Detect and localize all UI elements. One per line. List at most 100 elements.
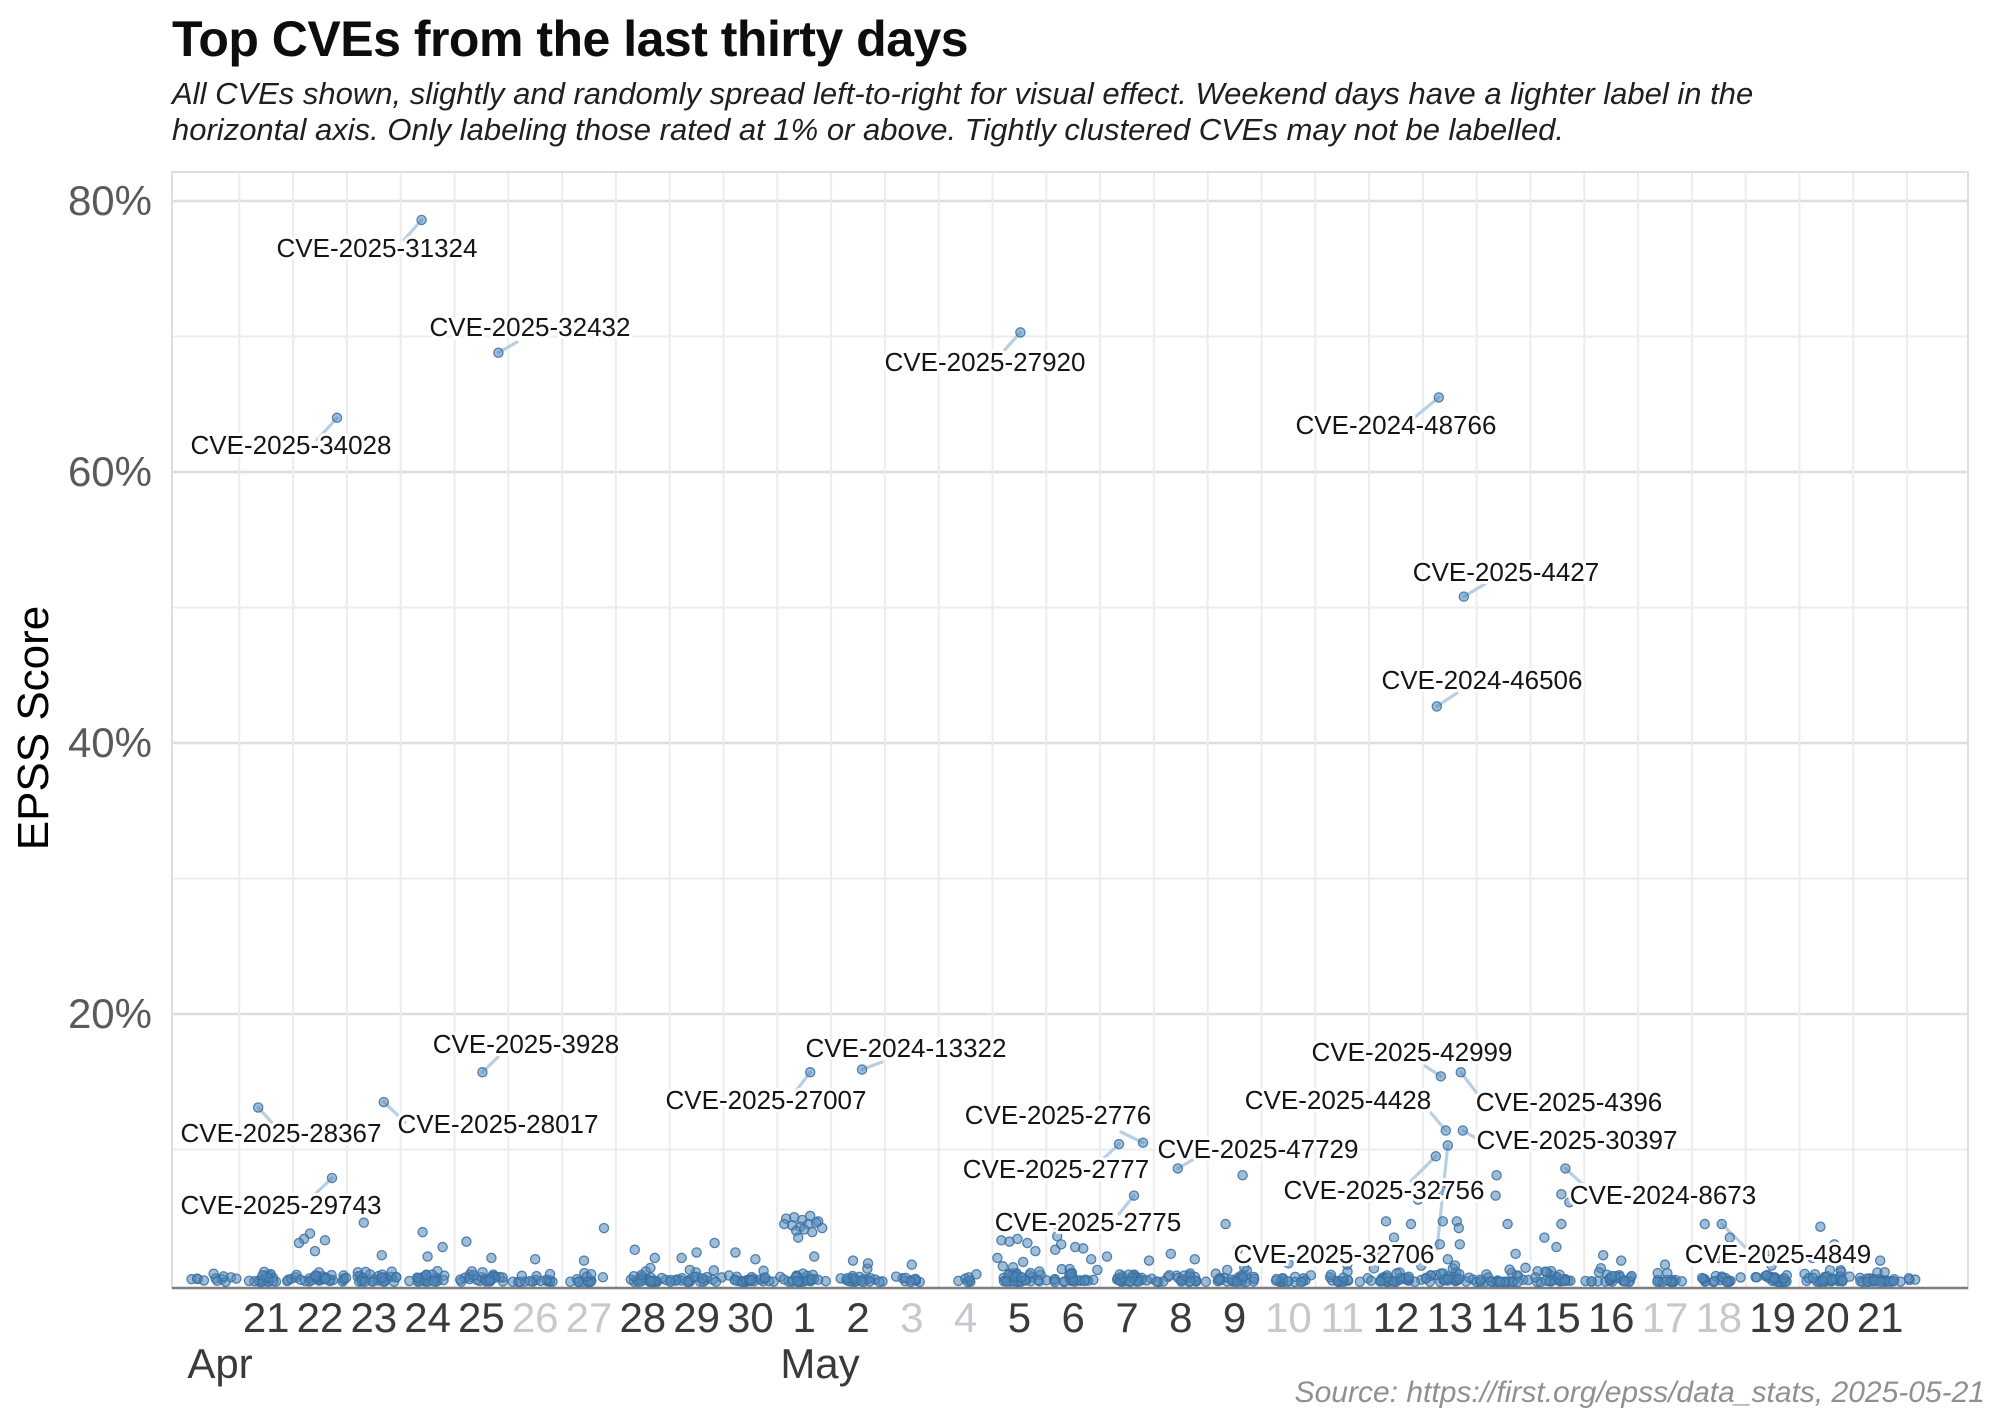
data-point — [1372, 1249, 1384, 1261]
x-tick-label: 28 — [619, 1294, 666, 1341]
baseline-point — [1435, 1268, 1447, 1279]
x-tick-label: 10 — [1265, 1294, 1312, 1341]
data-point — [1551, 1241, 1562, 1253]
x-tick-label: 21 — [243, 1294, 290, 1341]
cve-label: CVE-2025-34028 — [191, 430, 392, 460]
y-tick-label: 60% — [68, 448, 152, 495]
cve-label: CVE-2025-4849 — [1685, 1239, 1871, 1269]
leader-line — [1435, 1143, 1450, 1251]
cve-label: CVE-2025-32432 — [430, 312, 631, 342]
baseline-point — [421, 1269, 432, 1280]
data-point — [578, 1255, 590, 1266]
x-tick-label: 9 — [1223, 1294, 1246, 1341]
x-tick-label: 11 — [1320, 1294, 1364, 1341]
labeled-data-point — [804, 1067, 816, 1078]
baseline-point — [484, 1275, 495, 1287]
baseline-point — [1007, 1261, 1019, 1273]
data-point — [862, 1258, 874, 1269]
x-tick-label: 27 — [566, 1294, 613, 1341]
x-tick-label: 7 — [1115, 1294, 1138, 1341]
baseline-point — [477, 1266, 488, 1278]
data-point — [1189, 1254, 1201, 1265]
baseline-point — [597, 1271, 609, 1283]
labeled-data-point — [1128, 1190, 1140, 1201]
baseline-point — [1338, 1272, 1349, 1283]
baseline-point — [1114, 1269, 1126, 1280]
x-tick-label: 30 — [727, 1294, 774, 1341]
data-point — [1101, 1251, 1113, 1262]
data-point — [1807, 1252, 1818, 1264]
baseline-point — [1735, 1272, 1746, 1283]
baseline-point — [1837, 1275, 1848, 1286]
baseline-point — [1049, 1276, 1061, 1288]
data-point — [1165, 1248, 1177, 1260]
x-tick-label: 22 — [297, 1294, 344, 1341]
baseline-point — [1807, 1272, 1819, 1284]
baseline-point — [1016, 1272, 1027, 1283]
baseline-point — [708, 1265, 720, 1276]
baseline-point — [1485, 1276, 1497, 1287]
cve-label: CVE-2025-31324 — [277, 233, 478, 263]
data-point — [1777, 1252, 1788, 1264]
baseline-point — [243, 1275, 255, 1287]
data-point — [1442, 1254, 1454, 1265]
baseline-point — [1184, 1268, 1196, 1279]
data-point — [1232, 1244, 1243, 1256]
baseline-point — [320, 1273, 331, 1284]
data-point — [1412, 1194, 1424, 1205]
y-axis-title: EPSS Score — [9, 606, 58, 851]
cve-label: CVE-2025-28367 — [181, 1118, 382, 1148]
data-point — [1220, 1218, 1231, 1230]
baseline-point — [1751, 1272, 1763, 1283]
baseline-point — [198, 1275, 210, 1286]
baseline-point — [310, 1270, 321, 1281]
cve-label: CVE-2025-27920 — [885, 347, 1086, 377]
x-tick-label: 14 — [1480, 1294, 1527, 1341]
x-tick-label: 20 — [1803, 1294, 1850, 1341]
baseline-point — [1415, 1260, 1427, 1271]
baseline-point — [1222, 1264, 1233, 1276]
labeled-data-point — [1113, 1138, 1125, 1150]
baseline-point — [812, 1274, 824, 1286]
x-tick-label: 24 — [404, 1294, 451, 1341]
baseline-point — [1420, 1273, 1432, 1284]
x-tick-label: 15 — [1534, 1294, 1581, 1341]
baseline-point — [390, 1272, 402, 1283]
data-point — [816, 1222, 828, 1234]
data-point — [422, 1251, 433, 1262]
baseline-point — [1164, 1270, 1175, 1281]
source-note: Source: https://first.org/epss/data_stat… — [1294, 1376, 1985, 1409]
labeled-data-point — [1457, 1125, 1469, 1136]
data-point — [709, 1237, 720, 1249]
baseline-point — [645, 1262, 656, 1274]
x-tick-label: 6 — [1062, 1294, 1085, 1341]
chart-subtitle-line1: All CVEs shown, slightly and randomly sp… — [172, 76, 1754, 111]
baseline-point — [376, 1272, 388, 1283]
baseline-point — [1271, 1273, 1282, 1285]
labeled-data-point — [1137, 1137, 1149, 1148]
y-tick-label: 20% — [68, 990, 152, 1037]
data-point — [598, 1222, 610, 1234]
cve-label: CVE-2025-47729 — [1158, 1134, 1359, 1164]
baseline-point — [1391, 1268, 1403, 1279]
baseline-point — [1606, 1270, 1618, 1282]
data-point — [1436, 1184, 1448, 1196]
baseline-point — [746, 1275, 757, 1286]
labeled-data-point — [493, 347, 504, 359]
cve-label: CVE-2025-30397 — [1477, 1125, 1678, 1155]
baseline-point — [697, 1273, 708, 1284]
baseline-point — [1151, 1276, 1162, 1287]
cve-label: CVE-2025-4396 — [1476, 1087, 1662, 1117]
chart-subtitle-line2: horizontal axis. Only labeling those rat… — [172, 112, 1565, 147]
data-point — [750, 1254, 761, 1265]
baseline-point — [1766, 1260, 1777, 1271]
baseline-point — [1213, 1274, 1224, 1285]
baseline-point — [1034, 1266, 1045, 1277]
baseline-point — [428, 1276, 439, 1287]
data-point — [1597, 1249, 1609, 1261]
baseline-point — [688, 1271, 700, 1283]
data-point — [1051, 1230, 1063, 1242]
data-point — [1699, 1218, 1711, 1230]
cve-label: CVE-2024-8673 — [1570, 1180, 1756, 1210]
baseline-point — [792, 1276, 803, 1287]
